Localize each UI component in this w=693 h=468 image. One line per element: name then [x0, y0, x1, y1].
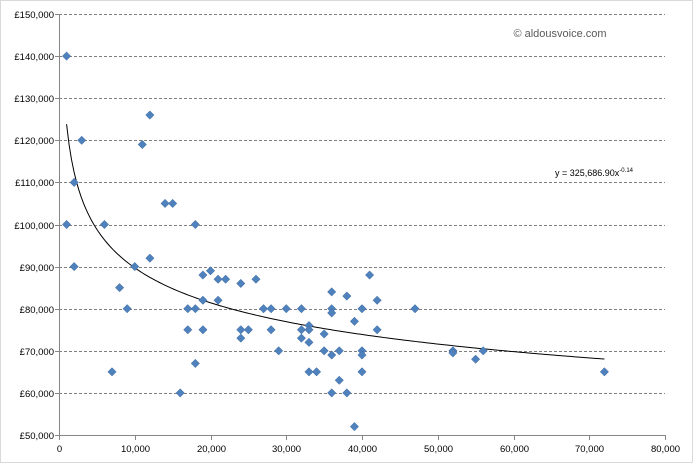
axes: £50,000 £60,000 £70,000 £80,000 £90,000 £100,… — [14, 10, 680, 455]
data-point — [311, 367, 322, 377]
y-tick-label: £80,000 — [20, 305, 54, 316]
data-point — [99, 219, 110, 230]
data-point — [266, 304, 276, 314]
data-point — [221, 274, 231, 284]
data-point — [327, 350, 337, 360]
data-point — [145, 110, 155, 120]
data-point — [190, 219, 200, 230]
data-point — [62, 219, 72, 230]
data-point — [130, 262, 140, 272]
data-point — [190, 358, 200, 368]
data-point — [327, 287, 337, 297]
y-tick-label: £130,000 — [14, 94, 54, 105]
data-point — [175, 388, 185, 398]
y-tick-label: £100,000 — [14, 221, 54, 232]
data-point — [304, 325, 314, 335]
data-point — [319, 329, 329, 339]
data-point — [319, 346, 329, 356]
data-point — [122, 304, 132, 314]
y-tick-label: £50,000 — [20, 431, 54, 442]
x-tick-label: 70,000 — [575, 444, 604, 455]
trendline-curve — [66, 124, 605, 360]
watermark-annotation: © aldousvoice.com — [513, 28, 606, 40]
data-point — [236, 278, 246, 288]
data-point — [251, 274, 261, 284]
trendline-equation: y = 325,686.90x-0.14 — [555, 168, 634, 178]
y-tick-label: £70,000 — [20, 347, 54, 358]
data-point — [69, 177, 79, 187]
data-point — [183, 304, 193, 314]
data-point — [213, 274, 223, 284]
data-point — [349, 316, 359, 326]
x-tick-label: 20,000 — [197, 444, 226, 455]
data-point — [137, 139, 147, 150]
data-point — [296, 333, 306, 343]
data-point — [304, 337, 314, 347]
data-point — [274, 346, 284, 356]
data-point — [198, 270, 208, 280]
data-point — [190, 304, 200, 314]
data-point — [198, 325, 208, 335]
x-tick-label: 60,000 — [500, 444, 529, 455]
data-point — [266, 325, 276, 335]
y-tick-label: £140,000 — [14, 52, 54, 63]
data-point — [357, 367, 367, 377]
data-point — [372, 295, 382, 305]
data-point — [334, 346, 344, 356]
y-tick-label: £90,000 — [20, 263, 54, 274]
data-point — [183, 325, 193, 335]
data-point — [410, 304, 420, 314]
data-point — [107, 367, 117, 377]
y-tick-label: £60,000 — [20, 389, 54, 400]
data-point — [115, 283, 125, 293]
data-point — [599, 367, 609, 377]
x-tick-label: 0 — [57, 444, 62, 455]
data-point — [258, 304, 269, 314]
trendline-equation-base: y = 325,686.90x — [555, 168, 620, 178]
data-point — [478, 346, 488, 356]
data-point — [304, 367, 314, 377]
y-tick-label: £150,000 — [14, 10, 54, 21]
data-point — [69, 262, 79, 272]
data-point — [372, 325, 382, 335]
data-point — [213, 295, 223, 305]
data-point — [168, 198, 178, 209]
data-point — [62, 51, 72, 61]
trendline-equation-exponent: -0.14 — [619, 168, 633, 174]
data-point — [160, 198, 170, 209]
data-point — [243, 325, 253, 335]
data-point — [448, 348, 458, 358]
x-tick-label: 30,000 — [272, 444, 301, 455]
x-tick-label: 10,000 — [121, 444, 150, 455]
data-point — [471, 354, 481, 364]
data-point — [281, 304, 291, 314]
data-point — [296, 304, 306, 314]
data-point — [205, 266, 216, 276]
x-tick-label: 50,000 — [424, 444, 453, 455]
trendline-layer — [66, 124, 605, 360]
data-point — [334, 375, 344, 385]
data-point — [357, 350, 367, 360]
data-points — [62, 51, 609, 432]
data-point — [327, 308, 337, 318]
x-tick-label: 80,000 — [651, 444, 680, 455]
data-point — [342, 388, 352, 398]
data-point — [342, 291, 352, 301]
data-point — [327, 388, 337, 398]
x-tick-label: 40,000 — [348, 444, 377, 455]
data-point — [145, 253, 155, 263]
data-point — [236, 333, 246, 343]
y-tick-label: £110,000 — [15, 178, 54, 189]
data-point — [349, 422, 359, 432]
y-tick-label: £120,000 — [14, 136, 54, 147]
gridlines — [59, 14, 665, 394]
data-point — [365, 270, 375, 280]
data-point — [198, 295, 208, 305]
data-point — [77, 135, 87, 145]
data-point — [357, 304, 367, 314]
